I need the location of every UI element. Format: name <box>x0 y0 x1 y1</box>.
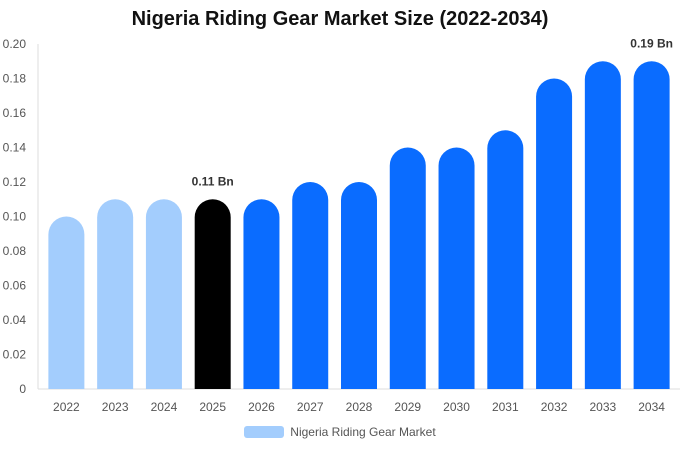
x-tick-label: 2024 <box>151 400 178 414</box>
y-tick-label: 0.10 <box>3 210 27 224</box>
x-tick-label: 2022 <box>53 400 80 414</box>
bar-2028 <box>341 182 377 389</box>
y-tick-label: 0.06 <box>3 279 27 293</box>
y-tick-label: 0.16 <box>3 106 27 120</box>
legend-label: Nigeria Riding Gear Market <box>290 425 436 439</box>
bar-2031 <box>487 130 524 390</box>
bar-2027 <box>292 182 329 389</box>
y-tick-label: 0.08 <box>3 244 27 258</box>
bar-2033 <box>584 61 621 389</box>
chart-bars <box>48 61 670 390</box>
x-tick-label: 2023 <box>102 400 129 414</box>
y-tick-label: 0.14 <box>3 141 27 155</box>
bar-2029 <box>389 147 426 389</box>
x-tick-label: 2025 <box>199 400 226 414</box>
y-tick-label: 0.18 <box>3 72 27 86</box>
y-tick-label: 0.04 <box>3 313 27 327</box>
data-label-2025: 0.11 Bn <box>192 174 234 188</box>
x-tick-label: 2029 <box>394 400 421 414</box>
legend-swatch <box>244 426 285 438</box>
bar-2034 <box>633 61 670 389</box>
chart-labels: 2022 2023 2024 2025 2026 2027 2028 2029 2030 2031… <box>53 36 673 414</box>
data-label-2034: 0.19 Bn <box>630 36 673 50</box>
x-tick-label: 2026 <box>248 400 275 414</box>
bar-2023 <box>97 199 134 389</box>
y-tick-label: 0.12 <box>3 175 27 189</box>
bar-2026 <box>243 199 280 389</box>
chart-axes: 0 0.02 0.04 0.06 0.08 0.10 0.12 0.14 0.16 0.18 0.2… <box>3 37 680 396</box>
x-tick-label: 2028 <box>346 400 373 414</box>
bar-2032 <box>536 78 573 389</box>
bar-2030 <box>438 147 475 389</box>
x-tick-label: 2031 <box>492 400 519 414</box>
x-tick-label: 2034 <box>638 400 665 414</box>
x-tick-label: 2032 <box>541 400 568 414</box>
y-tick-label: 0 <box>19 382 26 396</box>
y-tick-label: 0.02 <box>3 348 27 362</box>
y-tick-label: 0.20 <box>3 37 27 51</box>
bar-2025 <box>194 199 231 389</box>
x-tick-label: 2033 <box>589 400 616 414</box>
bar-2022 <box>48 216 85 389</box>
chart-legend: Nigeria Riding Gear Market <box>0 425 680 439</box>
chart-title: Nigeria Riding Gear Market Size (2022-20… <box>131 8 549 30</box>
x-tick-label: 2027 <box>297 400 324 414</box>
x-tick-label: 2030 <box>443 400 470 414</box>
bar-2024 <box>145 199 182 389</box>
